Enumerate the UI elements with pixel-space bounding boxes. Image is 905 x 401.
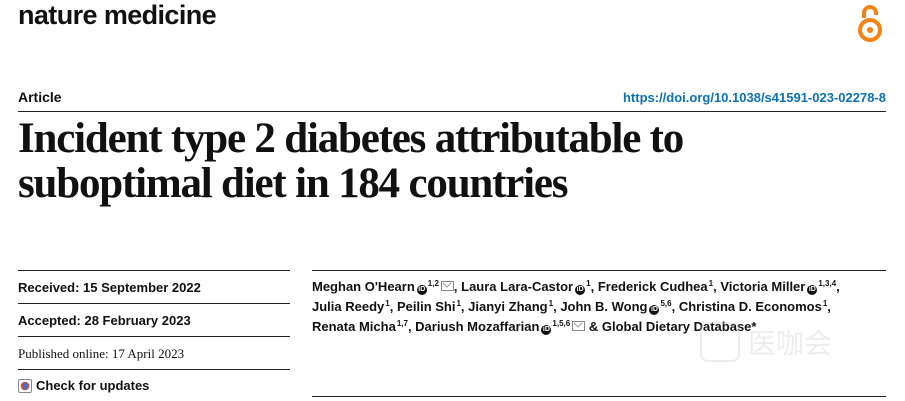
author-item: Jianyi Zhang1 [468,299,553,314]
author-name[interactable]: Christina D. Economos [678,299,822,314]
author-separator: , [827,299,831,314]
affiliation-marker: 1 [548,298,554,308]
author-item: Global Dietary Database* [602,319,757,334]
affiliation-marker: 1,3,4 [818,278,837,288]
author-separator: , [671,299,679,314]
affiliation-marker: 1 [586,278,591,288]
email-icon[interactable] [440,281,454,291]
title-line-1: Incident type 2 diabetes attributable to [18,115,684,162]
watermark-logo-icon [700,322,740,362]
author-name[interactable]: Victoria Miller [720,279,806,294]
journal-name[interactable]: nature medicine [18,0,217,30]
watermark-text: 医咖会 [748,327,833,360]
authors-bottom-divider [312,396,886,397]
publication-dates: Received: 15 September 2022 Accepted: 28… [18,270,290,393]
author-name[interactable]: Global Dietary Database* [601,319,757,334]
author-separator: , [453,279,462,294]
email-icon[interactable] [572,321,586,331]
affiliation-marker: 1 [456,298,461,308]
watermark: 医咖会 [700,322,832,362]
author-list: Meghan O'Hearn iD1,2, Laura Lara-Castor iD… [312,277,882,337]
affiliation-marker: 1,5,6 [552,318,571,328]
check-updates-label: Check for updates [36,378,150,393]
author-item: Christina D. Economos1 [679,299,827,314]
affiliation-marker: 5,6 [660,298,672,308]
author-separator: , [836,279,840,294]
author-item: Frederick Cudhea1 [598,279,713,294]
open-access-lock-icon [858,5,882,42]
author-name[interactable]: Julia Reedy [312,299,385,314]
author-item: Dariush Mozaffarian iD1,5,6 [415,318,586,335]
author-name[interactable]: Peilin Shi [396,299,456,314]
received-date: Received: 15 September 2022 [18,270,290,303]
affiliation-marker: 1,2 [427,278,439,288]
orcid-icon[interactable]: iD [575,285,586,295]
article-type: Article [18,89,62,105]
article-title: Incident type 2 diabetes attributable to… [18,116,898,206]
author-separator: , [713,279,721,294]
author-name[interactable]: Dariush Mozaffarian [415,319,540,334]
author-name[interactable]: Laura Lara-Castor [461,279,574,294]
affiliation-marker: 1 [708,278,714,288]
author-item: Meghan O'Hearn iD1,2 [312,278,454,295]
affiliation-marker: 1,7 [396,318,408,328]
affiliation-marker: 1 [385,298,390,308]
author-separator: , [553,299,561,314]
author-name[interactable]: Meghan O'Hearn [312,279,415,294]
published-date: Published online: 17 April 2023 [18,336,290,369]
author-item: Victoria Miller iD1,3,4 [720,278,837,295]
author-separator: , [407,319,416,334]
author-name[interactable]: Frederick Cudhea [597,279,708,294]
author-separator: & [585,319,602,334]
check-for-updates-button[interactable]: Check for updates [18,369,290,393]
author-separator: , [389,299,397,314]
check-updates-icon [18,378,32,393]
author-item: Renata Micha1,7 [312,319,408,334]
title-line-2: suboptimal diet in 184 countries [18,160,569,207]
orcid-icon[interactable]: iD [541,325,552,335]
affiliation-marker: 1 [822,298,828,308]
author-item: Julia Reedy1 [312,299,390,314]
author-name[interactable]: Renata Micha [312,319,396,334]
authors-top-divider [312,270,886,271]
author-separator: , [460,299,469,314]
author-name[interactable]: Jianyi Zhang [468,299,548,314]
author-separator: , [590,279,598,294]
header-divider [18,111,886,112]
author-name[interactable]: John B. Wong [560,299,648,314]
orcid-icon[interactable]: iD [807,285,818,295]
orcid-icon[interactable]: iD [416,285,427,295]
accepted-date: Accepted: 28 February 2023 [18,303,290,336]
doi-link[interactable]: https://doi.org/10.1038/s41591-023-02278… [622,90,886,105]
author-item: John B. Wong iD5,6 [560,298,672,315]
orcid-icon[interactable]: iD [649,305,660,315]
author-item: Peilin Shi1 [397,299,461,314]
author-item: Laura Lara-Castor iD1 [461,278,591,295]
